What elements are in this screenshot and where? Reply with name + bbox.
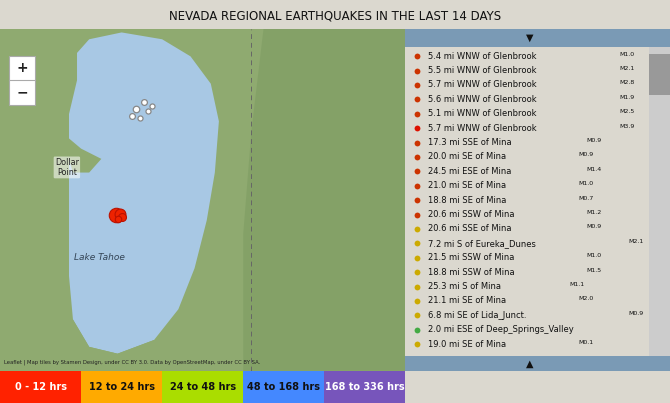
Text: M0.9: M0.9 [586,224,602,229]
Text: M0.9: M0.9 [578,152,593,158]
Text: 5.1 mi WNW of Glenbrook: 5.1 mi WNW of Glenbrook [428,109,537,118]
Text: 20.6 mi SSW of Mina: 20.6 mi SSW of Mina [428,210,515,219]
Polygon shape [243,29,405,371]
Text: 25.3 mi S of Mina: 25.3 mi S of Mina [428,282,501,291]
Text: 12 to 24 hrs: 12 to 24 hrs [88,382,155,392]
Text: 5.6 mi WNW of Glenbrook: 5.6 mi WNW of Glenbrook [428,95,537,104]
Text: M1.0: M1.0 [578,181,593,186]
Text: M1.0: M1.0 [586,253,602,258]
Bar [405,356,670,371]
Text: 21.1 mi SE of Mina: 21.1 mi SE of Mina [428,297,506,305]
Bar [0,371,81,403]
Polygon shape [219,29,405,371]
Text: M0.9: M0.9 [628,311,643,316]
Text: 6.8 mi SE of Lida_Junct.: 6.8 mi SE of Lida_Junct. [428,311,527,320]
Text: 24.5 mi ESE of Mina: 24.5 mi ESE of Mina [428,167,511,176]
Text: M1.0: M1.0 [620,52,634,56]
Text: 21.5 mi SSW of Mina: 21.5 mi SSW of Mina [428,253,514,262]
Text: 0 - 12 hrs: 0 - 12 hrs [15,382,66,392]
Bar [324,371,405,403]
Polygon shape [69,138,101,172]
Bar [405,29,670,47]
Text: M0.7: M0.7 [578,195,593,201]
Text: M3.9: M3.9 [620,124,635,129]
Text: M1.5: M1.5 [586,268,602,272]
Text: M1.2: M1.2 [586,210,602,215]
Text: 7.2 mi S of Eureka_Dunes: 7.2 mi S of Eureka_Dunes [428,239,536,248]
Text: 5.7 mi WNW of Glenbrook: 5.7 mi WNW of Glenbrook [428,81,537,89]
Text: +: + [17,61,28,75]
Text: Dollar
Point: Dollar Point [55,158,79,177]
Text: 20.0 mi SE of Mina: 20.0 mi SE of Mina [428,152,506,162]
Text: 2.0 mi ESE of Deep_Springs_Valley: 2.0 mi ESE of Deep_Springs_Valley [428,325,574,334]
Text: 17.3 mi SSE of Mina: 17.3 mi SSE of Mina [428,138,511,147]
Text: M1.4: M1.4 [586,167,602,172]
Text: M0.1: M0.1 [578,340,593,345]
Text: 18.8 mi SSW of Mina: 18.8 mi SSW of Mina [428,268,515,277]
Text: Lake Tahoe: Lake Tahoe [74,253,125,262]
Text: −: − [17,85,28,99]
Text: 19.0 mi SE of Mina: 19.0 mi SE of Mina [428,340,506,349]
Text: M1.1: M1.1 [570,282,585,287]
Text: 5.5 mi WNW of Glenbrook: 5.5 mi WNW of Glenbrook [428,66,537,75]
Text: 48 to 168 hrs: 48 to 168 hrs [247,382,320,392]
Text: ▲: ▲ [526,359,533,369]
Text: 21.0 mi SE of Mina: 21.0 mi SE of Mina [428,181,506,190]
Text: 5.7 mi WNW of Glenbrook: 5.7 mi WNW of Glenbrook [428,124,537,133]
Text: 18.8 mi SE of Mina: 18.8 mi SE of Mina [428,196,507,205]
Polygon shape [69,32,219,354]
Text: NEVADA REGIONAL EARTHQUAKES IN THE LAST 14 DAYS: NEVADA REGIONAL EARTHQUAKES IN THE LAST … [169,9,501,23]
Text: M0.9: M0.9 [586,138,602,143]
Text: 168 to 336 hrs: 168 to 336 hrs [325,382,405,392]
Polygon shape [0,29,69,371]
Bar [243,371,324,403]
Polygon shape [69,320,219,371]
Bar [649,54,670,95]
Text: M2.1: M2.1 [620,66,635,71]
Bar [81,371,162,403]
Text: ▼: ▼ [526,33,533,43]
Text: M2.8: M2.8 [620,81,635,85]
Text: 20.6 mi SSE of Mina: 20.6 mi SSE of Mina [428,224,511,233]
Text: Leaflet | Map tiles by Stamen Design, under CC BY 3.0. Data by OpenStreetMap, un: Leaflet | Map tiles by Stamen Design, un… [4,359,261,365]
FancyBboxPatch shape [9,56,36,81]
FancyBboxPatch shape [9,80,36,105]
Text: M2.0: M2.0 [578,297,593,301]
Bar [649,47,670,356]
Text: M2.5: M2.5 [620,109,635,114]
Text: M2.1: M2.1 [628,239,643,244]
Bar [162,371,243,403]
Text: M1.9: M1.9 [620,95,635,100]
Text: 24 to 48 hrs: 24 to 48 hrs [170,382,236,392]
Text: 5.4 mi WNW of Glenbrook: 5.4 mi WNW of Glenbrook [428,52,537,60]
